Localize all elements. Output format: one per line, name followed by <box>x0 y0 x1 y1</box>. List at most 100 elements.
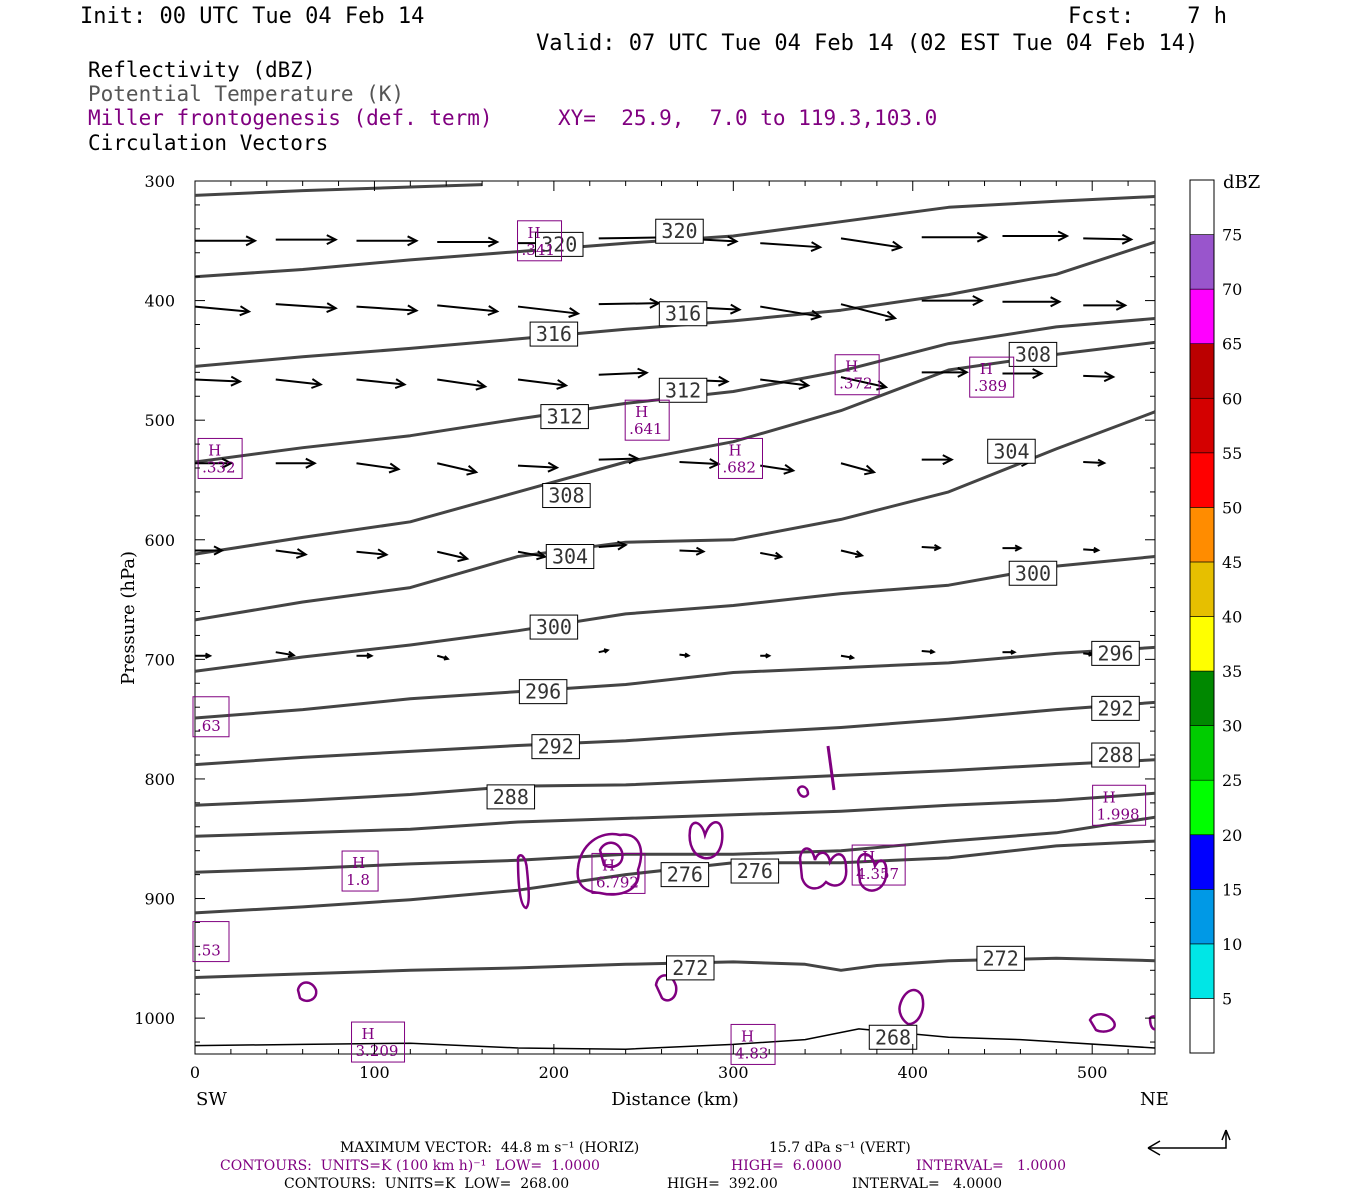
colorbar-segment <box>1189 561 1215 617</box>
vector-arrow <box>1002 230 1070 242</box>
vector-arrow <box>1083 458 1107 467</box>
vector-arrow <box>356 652 374 659</box>
x-tick-label: 400 <box>897 1063 928 1082</box>
vector-arrow <box>840 549 865 559</box>
theta-contour-292 <box>195 700 1155 767</box>
frontogenesis-labels: H.341H.332H.641H.682H.372H.389H1.8H6.792… <box>192 220 1147 1065</box>
colorbar-label: 35 <box>1222 662 1242 681</box>
frontogenesis-max-label: H <box>862 848 875 866</box>
theta-label-box <box>976 945 1025 971</box>
vector-arrow <box>356 304 419 316</box>
colorbar-segment <box>1189 889 1215 945</box>
frontogenesis-max-value: 1.8 <box>346 871 370 889</box>
frontogenesis-max-label: H <box>602 856 615 874</box>
theta-contours <box>195 183 1155 1050</box>
plot-frame <box>194 180 1156 1055</box>
vector-arrow <box>598 367 649 379</box>
footer-contours-theta-high: HIGH= 392.00 <box>667 1176 778 1192</box>
theta-label-box <box>655 218 704 244</box>
frontogenesis-max-box <box>341 850 379 892</box>
theta-labels: 320 320 316 316 312 312 308 308 304 304 300 300 296 2… <box>486 218 1140 1050</box>
theta-contour-324 <box>195 183 483 197</box>
colorbar-label: 30 <box>1222 717 1242 736</box>
vector-arrow <box>760 653 772 659</box>
vector-arrow <box>598 540 628 551</box>
frontogenesis-contour <box>856 853 888 892</box>
frontogenesis-max-value: .53 <box>197 942 221 960</box>
legend-reflectivity: Reflectivity (dBZ) <box>88 58 316 82</box>
colorbar-segment <box>1189 779 1215 836</box>
colorbar-segment <box>1189 343 1215 399</box>
theta-contour-304 <box>195 410 1155 622</box>
colorbar-label: 50 <box>1222 498 1242 517</box>
theta-label-box <box>518 679 568 705</box>
theta-label: 300 <box>536 615 572 639</box>
frontogenesis-contour <box>688 821 724 860</box>
vector-arrow <box>437 304 500 316</box>
forecast-hour: Fcst: 7 h <box>1068 4 1227 29</box>
colorbar: 5 10 15 20 25 30 35 40 45 50 55 60 65 70 75 <box>1189 179 1242 1054</box>
theta-contour-296 <box>195 645 1155 720</box>
vector-arrow <box>679 652 691 658</box>
frontogenesis-max-box <box>517 220 563 262</box>
frontogenesis-max-box <box>624 399 670 441</box>
colorbar-label: 20 <box>1222 826 1242 845</box>
theta-label: 312 <box>665 378 701 402</box>
theta-label-box <box>658 377 708 403</box>
vector-arrow <box>437 462 479 476</box>
colorbar-label: 75 <box>1222 226 1242 245</box>
vector-arrow <box>356 462 401 474</box>
colorbar-label: 55 <box>1222 444 1242 463</box>
frontogenesis-max-value: 1.998 <box>1097 805 1140 823</box>
vector-arrow <box>275 548 308 559</box>
frontogenesis-max-box <box>591 852 646 894</box>
frontogenesis-contour <box>798 847 848 890</box>
theta-contour-300 <box>195 555 1155 673</box>
theta-label: 312 <box>547 405 583 429</box>
theta-contour-308 <box>195 340 1155 556</box>
theta-label-box <box>730 858 780 884</box>
y-tick-label: 600 <box>144 531 175 550</box>
vector-arrow <box>195 545 225 556</box>
frontogenesis-contour <box>898 988 925 1026</box>
footer-max-vector-vert: 15.7 dPa s⁻¹ (VERT) <box>769 1140 911 1156</box>
vector-arrow <box>1002 544 1023 552</box>
frontogenesis-max-value: .389 <box>974 377 1007 395</box>
theta-label: 296 <box>1097 641 1133 665</box>
frontogenesis-max-box <box>192 696 230 738</box>
theta-label-box <box>660 862 710 888</box>
frontogenesis-max-box <box>834 354 880 396</box>
vector-arrow <box>517 378 569 390</box>
vector-arrow <box>275 234 338 245</box>
vector-arrow <box>275 457 317 469</box>
frontogenesis-max-value: 4.83 <box>735 1044 768 1062</box>
x-end-right: NE <box>1140 1089 1169 1110</box>
frontogenesis-contours <box>296 745 1155 1033</box>
colorbar-segment <box>1189 670 1215 726</box>
theta-label: 272 <box>672 956 708 980</box>
vector-arrow <box>1083 233 1134 245</box>
colorbar-label: 5 <box>1222 989 1232 1008</box>
vector-arrow <box>1002 649 1017 655</box>
vector-arrow <box>840 303 898 322</box>
frontogenesis-max-box <box>717 437 763 479</box>
theta-contour-288 <box>195 758 1155 807</box>
theta-label-box <box>987 438 1036 464</box>
colorbar-segment <box>1189 507 1215 563</box>
colorbar-label: 25 <box>1222 771 1242 790</box>
colorbar-segment <box>1189 834 1215 890</box>
theta-label: 308 <box>1015 342 1051 366</box>
colorbar-segment <box>1189 998 1215 1054</box>
vector-arrow <box>517 461 560 473</box>
vector-arrow <box>195 457 234 469</box>
vector-arrow <box>840 654 856 660</box>
frontogenesis-contour <box>796 785 810 798</box>
x-tick-label: 100 <box>359 1063 390 1082</box>
x-tick-label: 0 <box>190 1063 200 1082</box>
vector-arrow <box>840 462 877 476</box>
colorbar-label: 70 <box>1222 280 1242 299</box>
axes: 300 400 500 600 700 800 900 1000 0 100 200 300 400 50… <box>134 172 1155 1082</box>
frontogenesis-max-value: .682 <box>722 458 755 476</box>
footer-contours-theta: CONTOURS: UNITS=K LOW= 268.00 <box>284 1176 570 1192</box>
